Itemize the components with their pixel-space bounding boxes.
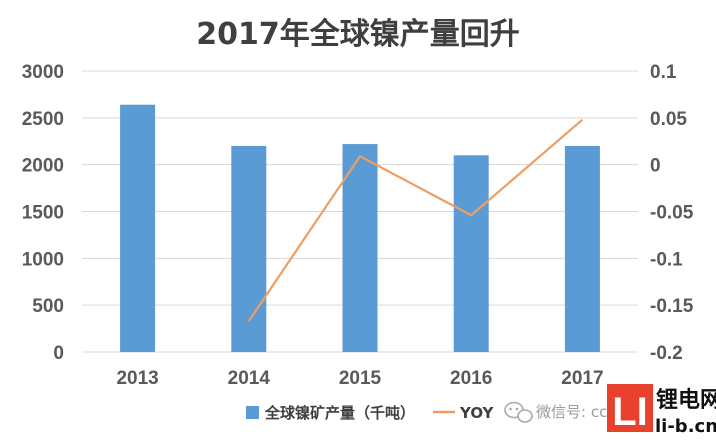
left-axis-tick-label-0: 0 [53,343,64,364]
bar-2015 [342,144,378,352]
right-axis-tick-label-4: 0 [650,156,661,177]
legend-bar-swatch [246,406,259,419]
logo-url: li-b.cn [655,416,716,437]
yoy-line-series [247,118,584,322]
li-b-logo: LI 锂电网 li-b.cn [607,384,716,437]
logo-name: 锂电网 [656,387,716,413]
legend: 全球镍矿产量（千吨） YOY [246,404,495,422]
logo-box [607,384,653,432]
left-axis-tick-label-4: 2000 [22,156,64,177]
wechat-id-text: 微信号: cc [536,403,607,421]
right-axis-tick-label-1: -0.15 [650,296,694,317]
right-axis-tick-label-6: 0.1 [650,62,677,83]
left-axis-tick-label-1: 500 [32,296,64,317]
left-axis-tick-label-3: 1500 [22,203,64,224]
right-axis-tick-label-3: -0.05 [650,203,694,224]
left-axis-tick-label-6: 3000 [22,62,64,83]
bar-2017 [564,145,600,352]
x-axis-tick-label-0: 2013 [116,368,158,389]
right-axis-tick-label-2: -0.1 [650,249,683,270]
right-axis-tick-label-0: -0.2 [650,343,683,364]
legend-line-label: YOY [459,404,495,422]
bar-2016 [453,155,489,352]
chart-title: 2017年全球镍产量回升 [196,17,520,52]
x-axis-tick-label-3: 2016 [450,368,492,389]
x-axis-tick-label-2: 2015 [339,368,382,389]
left-axis-ticks: 0 500 1000 1500 2000 2500 3000 [22,62,64,364]
bar-2014 [231,145,267,352]
left-axis-tick-label-5: 2500 [22,109,64,130]
right-axis-ticks: -0.2 -0.15 -0.1 -0.05 0 0.05 0.1 [650,62,694,364]
left-axis-tick-label-2: 1000 [22,249,64,270]
x-axis-tick-label-4: 2017 [561,368,603,389]
x-axis-ticks: 2013 2014 2015 2016 2017 [116,368,603,389]
watermark: 微信号: cc LI 锂电网 li-b.cn [504,384,716,437]
logo-letters: LI [612,390,648,434]
x-axis-tick-label-1: 2014 [228,368,271,389]
bar-series [120,104,600,352]
yoy-line [247,118,584,322]
right-axis-tick-label-5: 0.05 [650,109,687,130]
bar-2013 [120,104,156,352]
wechat-icon [504,401,533,423]
legend-bar-label: 全球镍矿产量（千吨） [264,404,415,422]
